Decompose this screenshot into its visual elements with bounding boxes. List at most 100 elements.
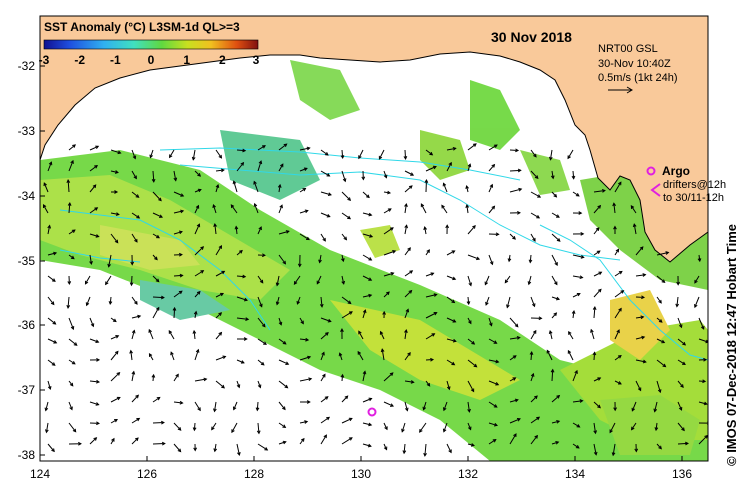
current-vector-arrowhead (70, 255, 75, 260)
current-vector-arrowhead (285, 361, 290, 365)
current-vector-arrowhead (262, 145, 266, 149)
current-vector-arrow (276, 296, 280, 305)
current-vector-arrow (212, 204, 217, 214)
current-vector-arrow (443, 422, 448, 432)
current-vector-arrow (572, 370, 578, 382)
current-vector-arrow (467, 164, 471, 172)
current-vector-arrowhead (442, 428, 447, 433)
current-vector-arrow (677, 338, 686, 346)
current-vector-arrow (278, 380, 288, 389)
current-vector-arrow (677, 422, 685, 431)
current-vector-arrow (173, 307, 176, 319)
current-vector-arrowhead (258, 226, 262, 231)
current-vector-arrowhead (325, 332, 329, 336)
current-vector-arrowhead (468, 282, 473, 287)
current-vector-arrow (152, 307, 160, 319)
current-vector-arrow (341, 254, 344, 262)
current-vector-arrow (698, 317, 705, 330)
current-vector-arrow (194, 311, 197, 319)
current-vector-arrowhead (342, 178, 347, 183)
argo-label: Argo (662, 164, 690, 178)
current-vector-arrowhead (221, 384, 225, 389)
current-vector-arrow (593, 205, 601, 214)
y-tick-label: -36 (18, 318, 36, 332)
current-vector-arrowhead (245, 317, 250, 321)
current-vector-arrowhead (387, 208, 392, 212)
current-vector-arrowhead (96, 358, 101, 362)
current-vector-arrowhead (426, 249, 430, 253)
current-vector-arrow (506, 296, 511, 308)
current-vector-arrow (609, 422, 616, 433)
current-vector-arrowhead (134, 238, 138, 243)
current-vector-arrow (173, 374, 179, 382)
current-vector-arrowhead (368, 422, 373, 427)
current-vector-arrowhead (575, 445, 580, 449)
current-vector-arrowhead (264, 447, 269, 451)
current-vector-arrowhead (178, 252, 183, 257)
current-vector-arrow (551, 369, 554, 382)
current-vector-arrowhead (180, 193, 185, 197)
current-vector-arrow (567, 350, 574, 361)
current-vector-arrow (278, 230, 289, 235)
current-vector-arrow (194, 170, 201, 177)
current-vector-arrowhead (642, 359, 647, 364)
current-vector-arrow (257, 422, 260, 434)
current-vector-arrowhead (640, 315, 645, 320)
current-vector-arrow (236, 149, 246, 152)
current-vector-arrowhead (641, 295, 646, 300)
current-vector-arrowhead (347, 197, 352, 202)
current-vector-arrow (466, 205, 469, 214)
current-vector-arrowhead (472, 224, 476, 229)
current-vector-arrowhead (256, 430, 261, 435)
current-vector-arrow (299, 338, 309, 341)
current-vector-arrow (278, 359, 289, 365)
current-vector-arrow (383, 291, 390, 298)
current-vector-arrowhead (293, 281, 298, 285)
current-vector-arrow (593, 352, 596, 361)
current-vector-arrow (446, 275, 456, 280)
current-vector-arrow (504, 275, 511, 283)
current-vector-arrowhead (578, 211, 583, 215)
current-vector-arrow (404, 290, 412, 298)
current-vector-arrowhead (389, 227, 394, 231)
current-vector-arrow (109, 296, 112, 305)
current-vector-arrow (383, 272, 394, 277)
current-vector-arrow (89, 165, 98, 172)
current-vector-arrow (278, 163, 284, 172)
current-vector-arrowhead (78, 441, 82, 446)
current-vector-arrow (401, 422, 406, 432)
current-vector-arrow (299, 378, 312, 382)
current-vector-arrow (568, 331, 574, 340)
current-vector-arrowhead (580, 232, 585, 236)
current-vector-arrowhead (326, 416, 331, 421)
current-vector-arrow (551, 191, 557, 198)
current-vector-arrowhead (694, 304, 698, 309)
current-vector-arrow (339, 353, 343, 361)
current-vector-arrow (320, 212, 330, 218)
current-vector-arrow (299, 233, 310, 241)
current-vector-arrowhead (347, 300, 352, 305)
x-tick-label: 128 (244, 467, 264, 481)
current-vector-arrow (404, 309, 409, 319)
current-vector-arrow (530, 170, 539, 179)
current-vector-arrowhead (169, 154, 173, 159)
current-vector-arrow (341, 212, 351, 220)
current-vector-arrowhead (470, 388, 475, 393)
map-date: 30 Nov 2018 (491, 29, 572, 45)
current-vector-arrow (130, 350, 133, 361)
current-vector-arrowhead (613, 225, 617, 230)
current-vector-arrow (630, 205, 637, 214)
current-vector-arrow (341, 296, 351, 304)
current-vector-arrowhead (51, 362, 56, 366)
current-vector-arrowhead (215, 183, 220, 188)
current-vector-arrowhead (168, 330, 173, 334)
current-vector-arrowhead (240, 360, 245, 364)
current-vector-arrow (698, 401, 707, 405)
current-vector-arrow (362, 191, 370, 198)
current-vector-arrowhead (283, 143, 288, 148)
current-vector-arrowhead (704, 434, 708, 439)
current-vector-arrowhead (404, 224, 409, 229)
current-vector-arrow (655, 422, 658, 431)
current-vector-arrowhead (489, 322, 493, 327)
current-vector-arrowhead (72, 428, 77, 433)
